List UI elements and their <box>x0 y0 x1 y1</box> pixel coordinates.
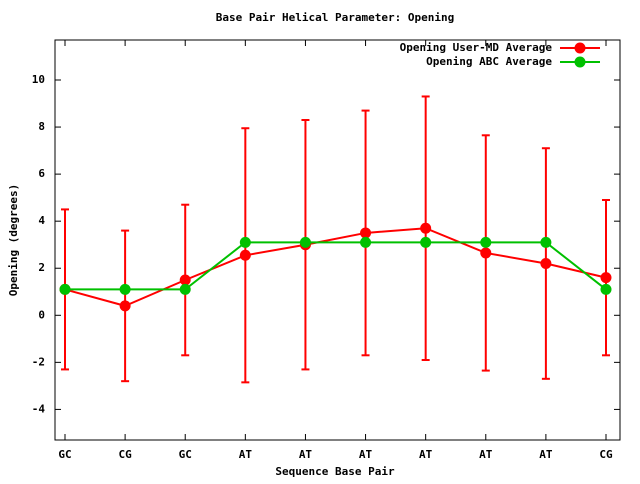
point <box>420 222 432 234</box>
point <box>540 258 552 270</box>
x-tick-label: CG <box>118 448 132 461</box>
x-tick-label: AT <box>539 448 553 461</box>
point <box>360 236 372 248</box>
y-tick-label: 0 <box>38 308 45 321</box>
point <box>239 236 251 248</box>
x-tick-label: AT <box>359 448 373 461</box>
y-tick-label: -4 <box>32 402 46 415</box>
point <box>540 236 552 248</box>
x-tick-label: GC <box>58 448 71 461</box>
x-tick-label: AT <box>299 448 313 461</box>
point <box>59 283 71 295</box>
series-line <box>65 241 607 291</box>
y-tick-label: 10 <box>32 73 45 86</box>
chart-title: Base Pair Helical Parameter: Opening <box>216 11 454 24</box>
y-tick-label: 4 <box>38 214 45 227</box>
x-tick-label: AT <box>239 448 253 461</box>
x-tick-label: AT <box>479 448 493 461</box>
point <box>600 272 612 284</box>
y-axis-label: Opening (degrees) <box>7 184 20 297</box>
y-tick-label: -2 <box>32 355 45 368</box>
plot-frame <box>54 39 621 441</box>
point <box>119 283 131 295</box>
point <box>600 283 612 295</box>
point <box>239 249 251 261</box>
legend-marker <box>574 42 586 54</box>
point <box>480 247 492 259</box>
point <box>119 300 131 312</box>
x-tick-label: AT <box>419 448 433 461</box>
legend-label: Opening ABC Average <box>426 55 552 68</box>
y-tick-label: 8 <box>38 120 45 133</box>
x-tick-label: GC <box>179 448 192 461</box>
x-tick-label: CG <box>599 448 613 461</box>
series-line <box>64 227 607 307</box>
legend-marker <box>574 56 586 68</box>
point <box>420 236 432 248</box>
point <box>179 283 191 295</box>
point <box>480 236 492 248</box>
point <box>360 227 372 239</box>
y-tick-label: 6 <box>38 167 45 180</box>
x-axis-label: Sequence Base Pair <box>275 465 395 478</box>
legend-label: Opening User-MD Average <box>400 41 553 54</box>
y-tick-label: 2 <box>38 261 45 274</box>
point <box>179 274 191 286</box>
point <box>299 236 311 248</box>
